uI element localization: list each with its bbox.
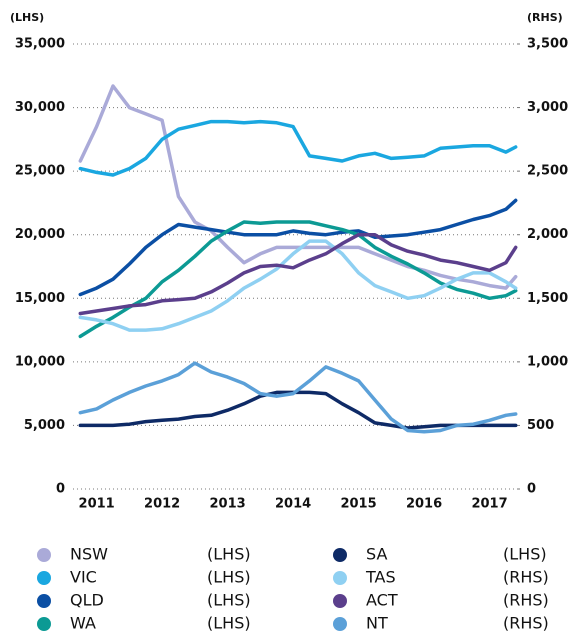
x-tick-label: 2017: [471, 497, 507, 512]
legend-axis: (LHS): [503, 545, 547, 564]
legend-swatch: [37, 571, 51, 585]
legend-label: WA: [70, 614, 96, 633]
y-tick-label: 35,000: [15, 37, 65, 52]
y-tick-label: 10,000: [15, 354, 65, 369]
series-line: [78, 84, 518, 290]
y-tick-label: 25,000: [15, 164, 65, 179]
y-tick-label: 15,000: [15, 291, 65, 306]
legend-swatch: [37, 594, 51, 608]
legend-axis: (RHS): [503, 591, 549, 610]
series-line: [78, 232, 518, 316]
series-line: [78, 220, 518, 339]
legend-swatch: [37, 617, 51, 631]
legend-swatch: [333, 594, 347, 608]
legend-label: ACT: [366, 591, 398, 610]
y2-tick-label: 3,000: [527, 100, 568, 115]
x-tick-label: 2011: [79, 497, 115, 512]
y-tick-label: 0: [56, 482, 65, 497]
y-tick-label: 30,000: [15, 100, 65, 115]
y2-tick-label: 500: [527, 418, 554, 433]
legend-swatch: [37, 548, 51, 562]
y-tick-label: 20,000: [15, 227, 65, 242]
y2-tick-label: 0: [527, 482, 536, 497]
legend-swatch: [333, 548, 347, 562]
y2-axis-label: (RHS): [527, 11, 563, 24]
series-line: [78, 119, 518, 177]
y-tick-label: 5,000: [24, 418, 65, 433]
x-tick-label: 2014: [275, 497, 311, 512]
legend-label: TAS: [365, 568, 396, 587]
series-line: [78, 361, 518, 434]
legend-axis: (LHS): [207, 591, 251, 610]
legend-axis: (LHS): [207, 614, 251, 633]
legend-label: QLD: [70, 591, 104, 610]
legend-label: NT: [366, 614, 388, 633]
x-tick-label: 2013: [210, 497, 246, 512]
series-line: [78, 390, 518, 430]
y-axis-label: (LHS): [10, 11, 44, 24]
x-tick-label: 2016: [406, 497, 442, 512]
y2-tick-label: 1,500: [527, 291, 568, 306]
y2-tick-label: 2,500: [527, 164, 568, 179]
series-line: [78, 198, 518, 297]
legend-swatch: [333, 571, 347, 585]
y2-tick-label: 2,000: [527, 227, 568, 242]
legend-label: NSW: [70, 545, 108, 564]
series-line: [78, 239, 518, 332]
legend-axis: (RHS): [503, 614, 549, 633]
legend-swatch: [333, 617, 347, 631]
legend-axis: (RHS): [503, 568, 549, 587]
legend-label: SA: [366, 545, 387, 564]
y2-tick-label: 1,000: [527, 354, 568, 369]
legend-label: VIC: [70, 568, 97, 587]
x-tick-label: 2015: [340, 497, 376, 512]
legend-axis: (LHS): [207, 568, 251, 587]
y2-tick-label: 3,500: [527, 37, 568, 52]
x-tick-label: 2012: [144, 497, 180, 512]
legend-axis: (LHS): [207, 545, 251, 564]
